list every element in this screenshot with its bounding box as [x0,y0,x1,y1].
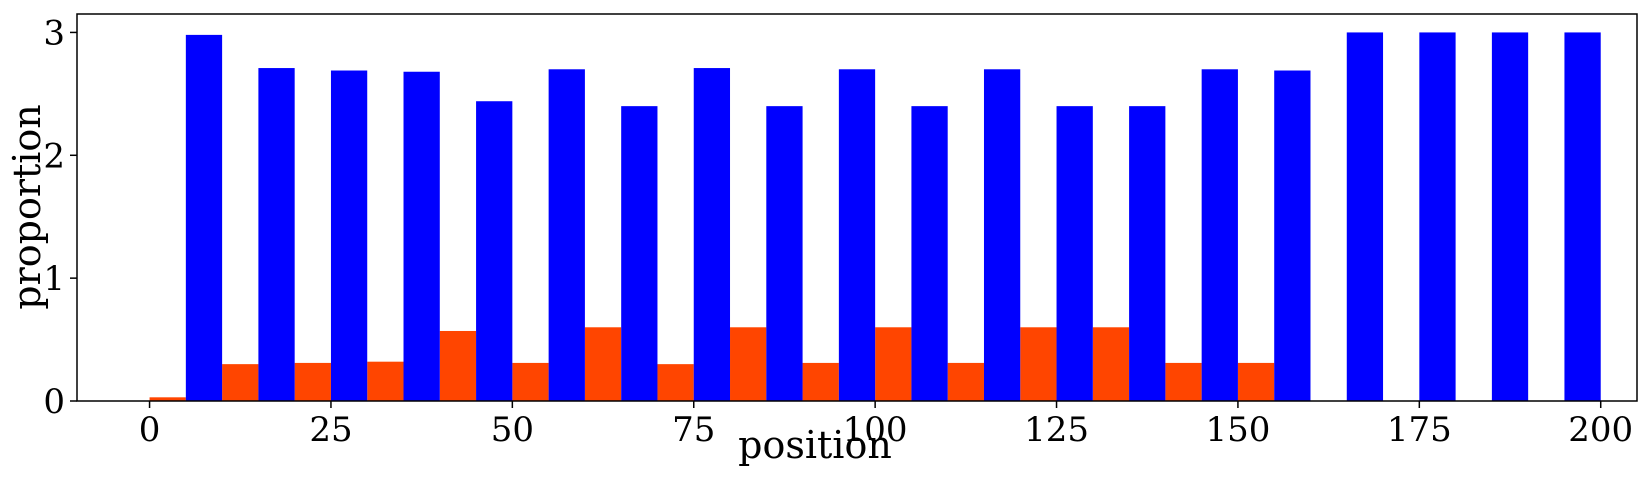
bar-orange-5 [512,363,548,401]
bar-blue-7 [694,68,730,401]
x-tick-label-0: 0 [139,410,161,450]
x-tick-label-8: 200 [1568,410,1633,450]
bar-blue-8 [766,106,802,401]
x-tick-label-3: 75 [672,410,715,450]
bar-orange-12 [1020,327,1056,401]
bar-orange-6 [585,327,621,401]
bar-blue-17 [1419,32,1455,401]
bar-blue-12 [1057,106,1093,401]
bar-blue-2 [331,71,367,401]
y-axis-label: proportion [5,104,49,310]
x-tick-label-5: 125 [1024,410,1089,450]
bar-blue-14 [1202,69,1238,401]
bar-orange-14 [1165,363,1201,401]
bar-blue-9 [839,69,875,401]
bar-blue-3 [404,72,440,401]
bar-orange-1 [222,364,258,401]
bar-blue-5 [549,69,585,401]
bar-blue-18 [1492,32,1528,401]
bar-orange-2 [295,363,331,401]
x-axis-label: position [738,423,892,467]
bar-orange-15 [1238,363,1274,401]
bar-blue-1 [258,68,294,401]
bar-blue-15 [1274,71,1310,401]
bar-blue-6 [621,106,657,401]
bar-orange-13 [1093,327,1129,401]
x-tick-label-2: 50 [491,410,534,450]
bar-blue-16 [1347,32,1383,401]
bar-blue-4 [476,101,512,401]
bar-orange-10 [875,327,911,401]
y-tick-label-3: 3 [43,13,65,53]
y-tick-label-0: 0 [43,382,65,422]
x-tick-label-6: 150 [1205,410,1270,450]
bar-orange-3 [367,362,403,401]
bars-group [150,32,1601,401]
bar-blue-11 [984,69,1020,401]
bar-blue-10 [911,106,947,401]
bar-orange-11 [948,363,984,401]
bar-orange-8 [730,327,766,401]
bar-orange-9 [803,363,839,401]
bar-blue-19 [1564,32,1600,401]
x-tick-label-7: 175 [1387,410,1452,450]
bar-orange-4 [440,331,476,401]
bar-orange-7 [657,364,693,401]
bar-blue-13 [1129,106,1165,401]
bar-blue-0 [186,35,222,401]
x-tick-label-1: 25 [309,410,352,450]
